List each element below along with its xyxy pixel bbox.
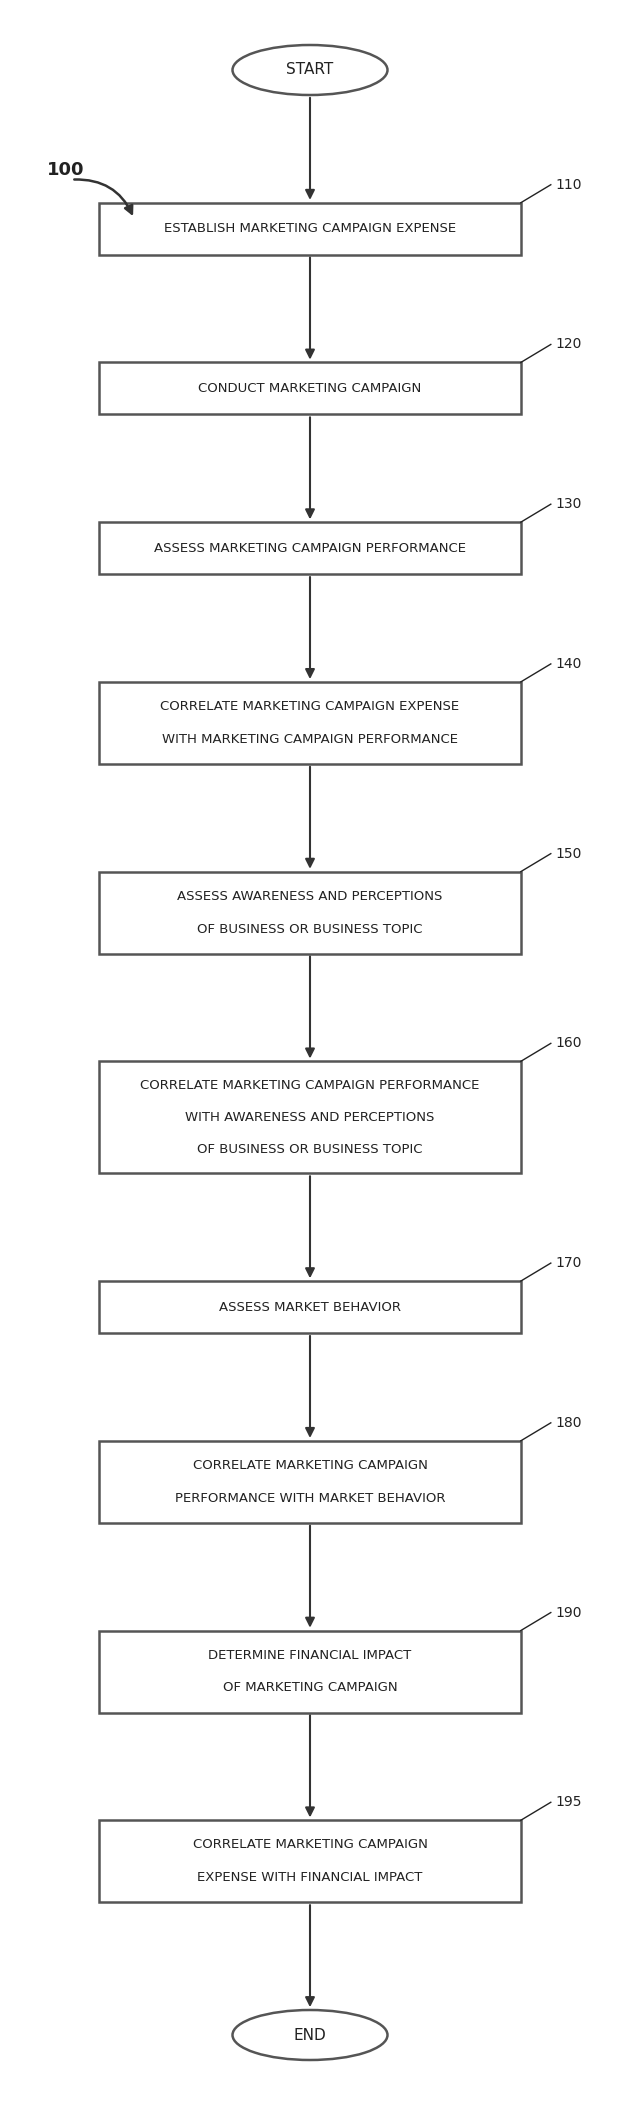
Text: DETERMINE FINANCIAL IMPACT: DETERMINE FINANCIAL IMPACT: [208, 1649, 412, 1662]
Text: 140: 140: [556, 657, 582, 670]
Text: CORRELATE MARKETING CAMPAIGN PERFORMANCE: CORRELATE MARKETING CAMPAIGN PERFORMANCE: [140, 1079, 480, 1092]
Text: END: END: [294, 2027, 326, 2042]
Bar: [99, 871, 521, 954]
Bar: [99, 683, 521, 763]
Text: CONDUCT MARKETING CAMPAIGN: CONDUCT MARKETING CAMPAIGN: [198, 382, 422, 394]
Text: 195: 195: [556, 1796, 582, 1808]
Text: ESTABLISH MARKETING CAMPAIGN EXPENSE: ESTABLISH MARKETING CAMPAIGN EXPENSE: [164, 223, 456, 235]
Text: ASSESS AWARENESS AND PERCEPTIONS: ASSESS AWARENESS AND PERCEPTIONS: [177, 890, 443, 903]
Text: ASSESS MARKET BEHAVIOR: ASSESS MARKET BEHAVIOR: [219, 1300, 401, 1314]
Bar: [99, 522, 521, 575]
Text: PERFORMANCE WITH MARKET BEHAVIOR: PERFORMANCE WITH MARKET BEHAVIOR: [175, 1492, 445, 1505]
Text: ASSESS MARKETING CAMPAIGN PERFORMANCE: ASSESS MARKETING CAMPAIGN PERFORMANCE: [154, 543, 466, 555]
Text: EXPENSE WITH FINANCIAL IMPACT: EXPENSE WITH FINANCIAL IMPACT: [197, 1872, 423, 1885]
Text: OF BUSINESS OR BUSINESS TOPIC: OF BUSINESS OR BUSINESS TOPIC: [197, 922, 423, 935]
Text: 190: 190: [556, 1605, 582, 1620]
Text: 110: 110: [556, 178, 582, 191]
Bar: [99, 1630, 521, 1713]
Text: WITH MARKETING CAMPAIGN PERFORMANCE: WITH MARKETING CAMPAIGN PERFORMANCE: [162, 734, 458, 746]
Bar: [99, 1280, 521, 1333]
Bar: [99, 1062, 521, 1172]
Text: 160: 160: [556, 1037, 582, 1049]
Text: OF BUSINESS OR BUSINESS TOPIC: OF BUSINESS OR BUSINESS TOPIC: [197, 1143, 423, 1155]
Bar: [99, 1821, 521, 1902]
Text: 120: 120: [556, 337, 582, 352]
Ellipse shape: [232, 45, 388, 95]
Bar: [99, 204, 521, 254]
Bar: [99, 363, 521, 413]
Text: CORRELATE MARKETING CAMPAIGN EXPENSE: CORRELATE MARKETING CAMPAIGN EXPENSE: [161, 700, 459, 712]
Ellipse shape: [232, 2010, 388, 2061]
Text: 130: 130: [556, 498, 582, 511]
Text: 150: 150: [556, 846, 582, 861]
Bar: [99, 1442, 521, 1522]
Text: OF MARKETING CAMPAIGN: OF MARKETING CAMPAIGN: [223, 1681, 397, 1694]
Text: CORRELATE MARKETING CAMPAIGN: CORRELATE MARKETING CAMPAIGN: [193, 1459, 427, 1471]
Text: WITH AWARENESS AND PERCEPTIONS: WITH AWARENESS AND PERCEPTIONS: [185, 1111, 435, 1124]
Text: 180: 180: [556, 1416, 582, 1429]
Text: CORRELATE MARKETING CAMPAIGN: CORRELATE MARKETING CAMPAIGN: [193, 1838, 427, 1851]
Text: 100: 100: [46, 161, 84, 178]
Text: 170: 170: [556, 1255, 582, 1270]
FancyArrowPatch shape: [74, 180, 132, 214]
Text: START: START: [286, 61, 334, 78]
